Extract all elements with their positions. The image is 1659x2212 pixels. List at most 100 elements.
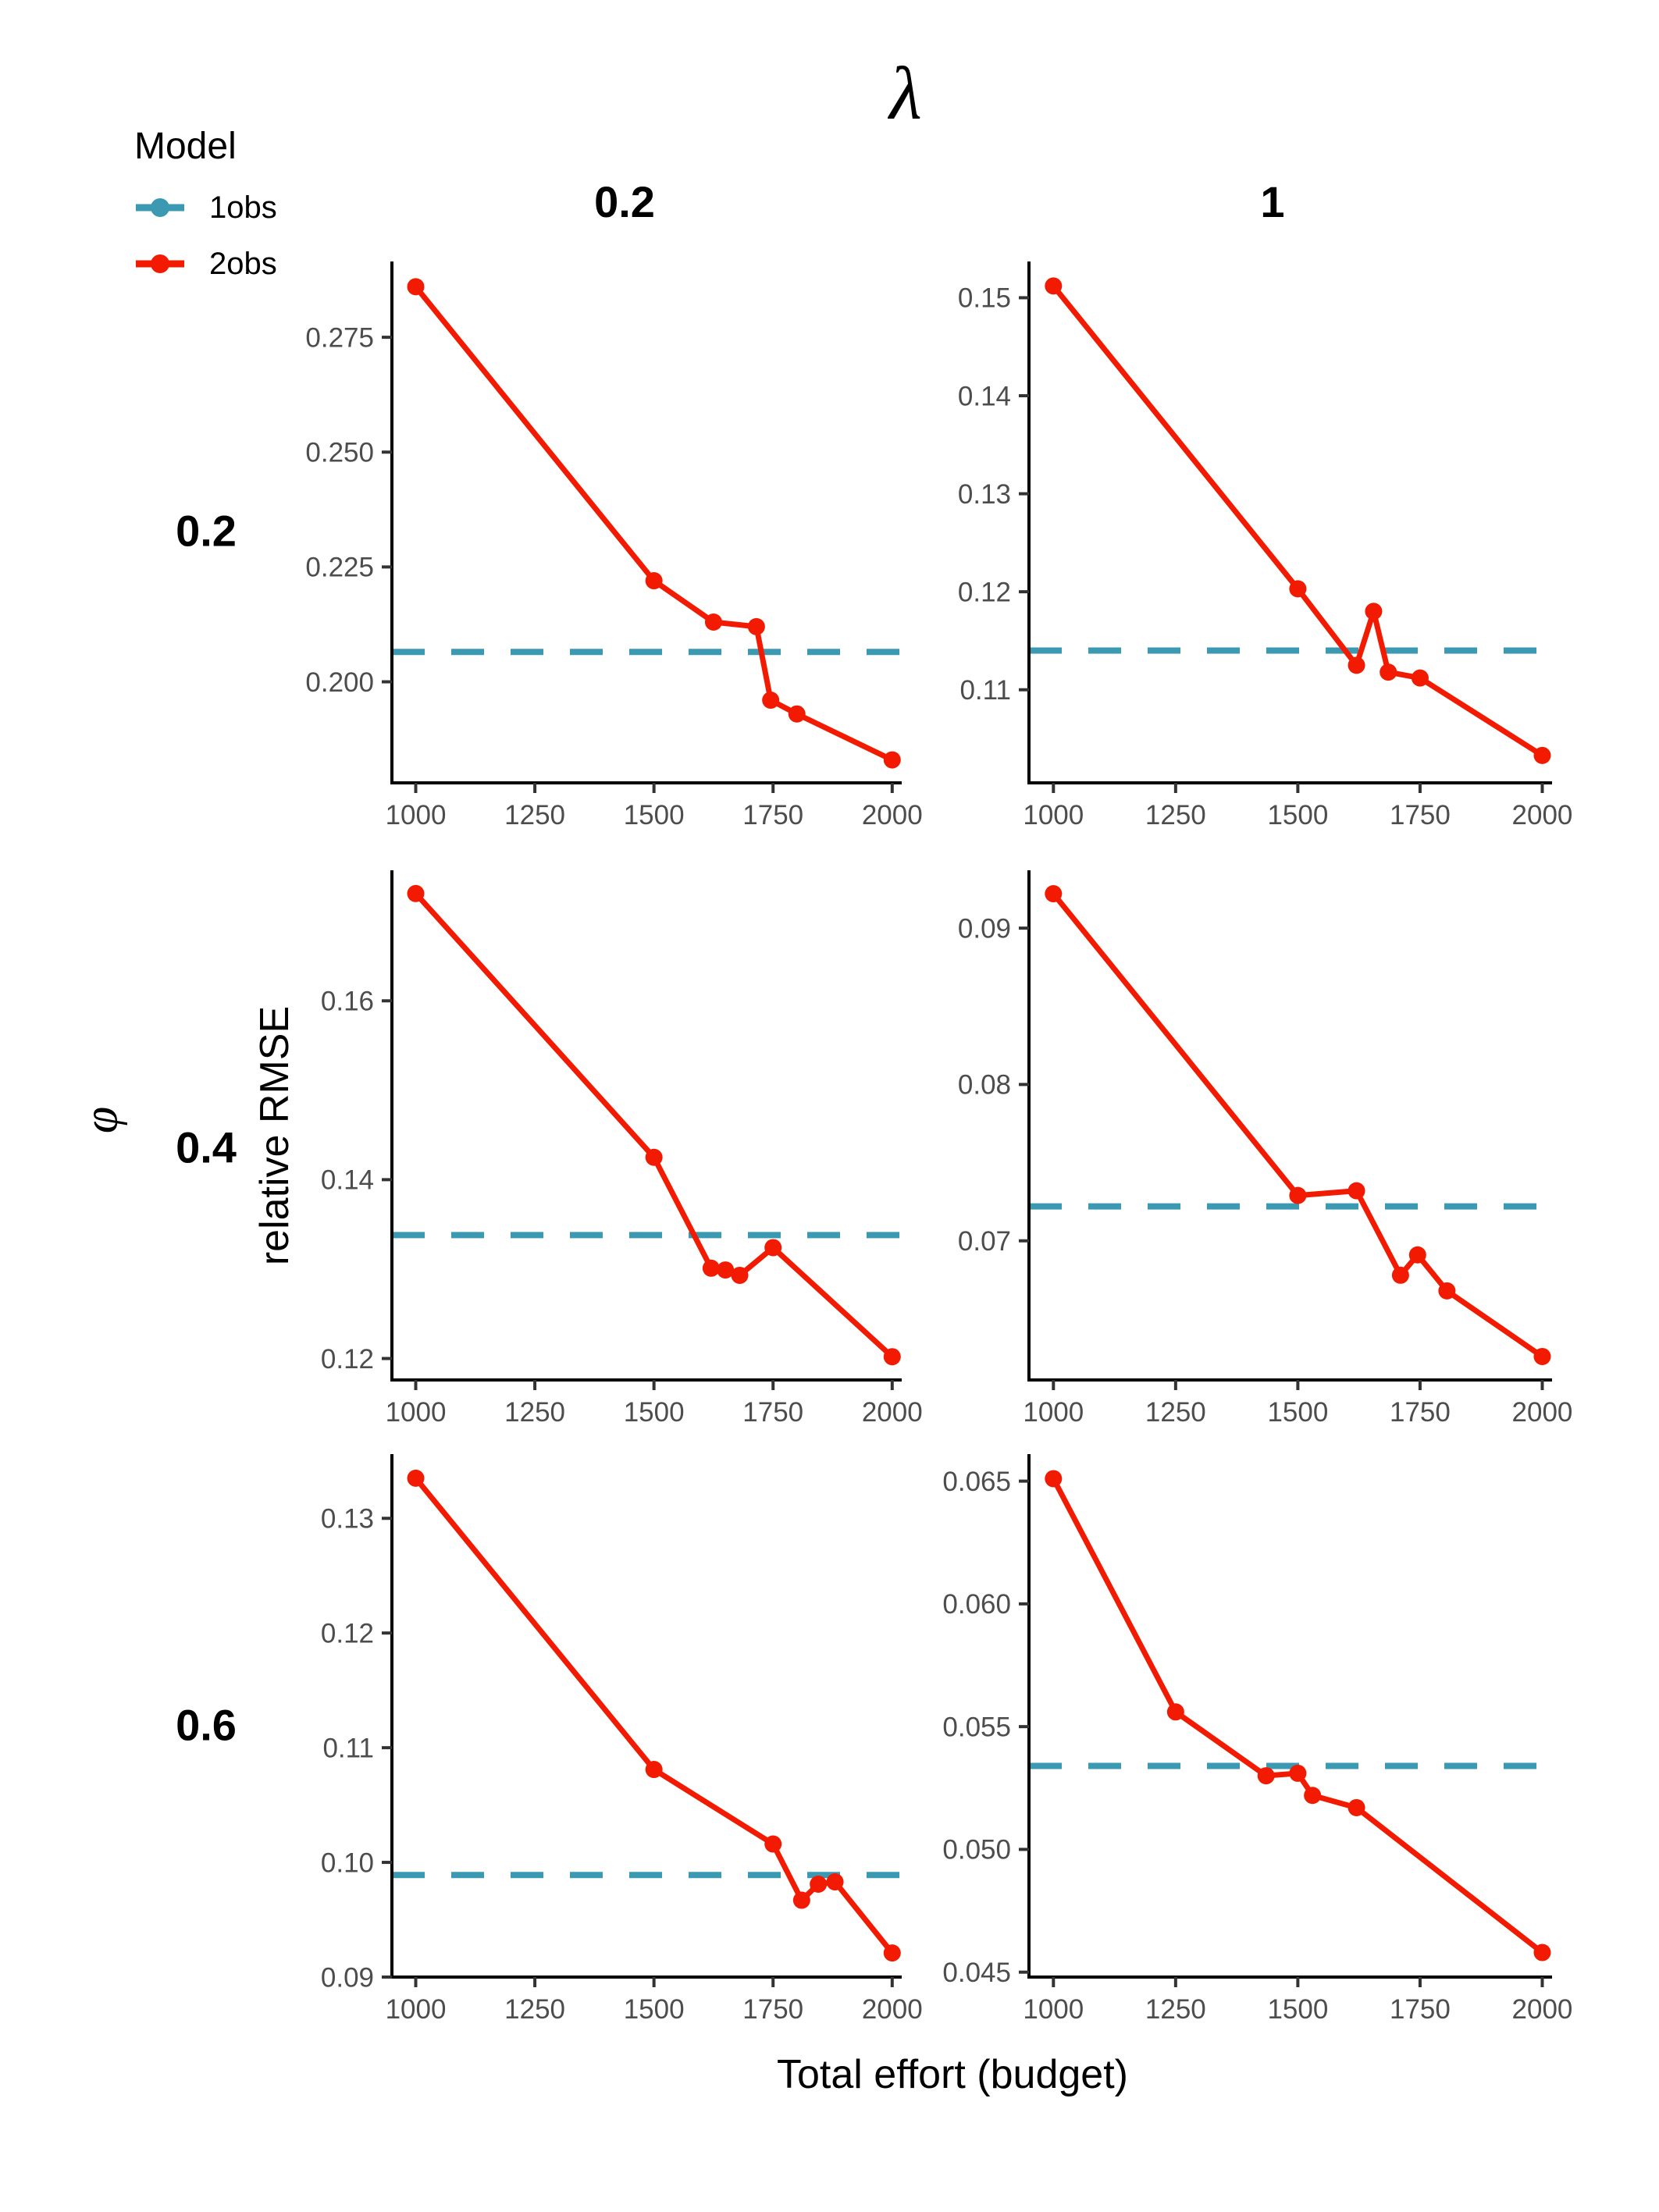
facet-row-label-2: 0.6 <box>176 1700 237 1750</box>
series-2obs-point <box>704 613 722 631</box>
series-2obs-point <box>645 1148 663 1166</box>
series-2obs-point <box>764 1239 782 1257</box>
x-tick-label: 1750 <box>1390 1397 1451 1428</box>
y-tick-label: 0.09 <box>958 913 1011 944</box>
x-tick-label: 2000 <box>862 800 923 830</box>
series-2obs-point <box>645 572 663 590</box>
facet-row-label-0: 0.2 <box>176 506 237 556</box>
series-2obs-point <box>764 1835 782 1853</box>
y-tick-label: 0.045 <box>942 1958 1011 1988</box>
series-2obs-point <box>1365 603 1383 621</box>
x-tick-label: 1750 <box>742 800 803 830</box>
series-2obs-point <box>1408 1246 1426 1264</box>
x-tick-label: 1000 <box>386 1397 447 1428</box>
x-tick-label: 1250 <box>1145 800 1206 830</box>
x-tick-label: 2000 <box>1512 800 1573 830</box>
x-tick-label: 2000 <box>1512 1397 1573 1428</box>
x-tick-label: 1000 <box>1023 800 1084 830</box>
series-2obs-point <box>1257 1767 1275 1785</box>
x-tick-label: 1750 <box>742 1994 803 2025</box>
x-tick-label: 1250 <box>504 800 565 830</box>
x-tick-label: 1750 <box>742 1397 803 1428</box>
x-tick-label: 1500 <box>1267 1994 1328 2025</box>
panel-phi-0.6-lambda-0.2: 1000 1250 1500 1750 2000 0.09 0.10 0.11 0.12 0.13 <box>321 1454 923 2025</box>
y-tick-label: 0.12 <box>321 1344 374 1374</box>
y-tick-label: 0.275 <box>305 322 374 353</box>
y-tick-label: 0.07 <box>958 1226 1011 1257</box>
series-2obs-line <box>1050 1475 1545 1956</box>
x-tick-label: 1000 <box>386 1994 447 2025</box>
x-tick-label: 1750 <box>1390 800 1451 830</box>
series-2obs-point <box>1347 1182 1365 1200</box>
y-tick-label: 0.11 <box>322 1733 374 1763</box>
y-tick-label: 0.15 <box>958 283 1011 314</box>
series-2obs-point <box>1347 1798 1365 1816</box>
series-2obs-point <box>1289 1186 1307 1204</box>
facet-column-label-1: 1 <box>1260 177 1285 226</box>
y-tick-label: 0.065 <box>942 1467 1011 1497</box>
series-2obs-point <box>1289 580 1307 598</box>
panel-phi-0.2-lambda-0.2: 1000 1250 1500 1750 2000 0.200 0.225 0.250 0.275 <box>305 261 923 830</box>
series-2obs-point <box>762 692 780 709</box>
y-tick-label: 0.09 <box>321 1962 374 1993</box>
legend-item-1obs: 1obs <box>134 190 277 226</box>
series-2obs-point <box>792 1891 810 1909</box>
series-2obs-point <box>1166 1703 1184 1721</box>
legend-item-2obs: 2obs <box>134 246 277 282</box>
x-tick-label: 2000 <box>862 1397 923 1428</box>
x-tick-label: 1500 <box>1267 800 1328 830</box>
series-2obs-point <box>747 617 765 635</box>
y-tick-label: 0.14 <box>958 381 1011 411</box>
series-2obs-point <box>1533 746 1551 764</box>
series-2obs-point <box>788 705 806 723</box>
y-tick-label: 0.11 <box>959 675 1011 706</box>
facet-row-variable-title: φ <box>74 1106 128 1134</box>
series-2obs-point <box>1391 1266 1409 1284</box>
y-tick-label: 0.08 <box>958 1070 1011 1101</box>
x-tick-label: 1250 <box>504 1994 565 2025</box>
series-2obs-point <box>883 1348 901 1366</box>
x-tick-label: 1500 <box>624 1994 685 2025</box>
x-axis-title: Total effort (budget) <box>777 2052 1128 2097</box>
panel-phi-0.4-lambda-1: 1000 1250 1500 1750 2000 0.07 0.08 0.09 <box>958 870 1573 1428</box>
series-2obs-point <box>1380 663 1397 681</box>
legend-key-2obs-line-dot-icon <box>136 254 184 273</box>
series-2obs-point <box>1438 1282 1456 1300</box>
series-2obs-point <box>1347 656 1365 674</box>
series-2obs-point <box>1045 1470 1063 1488</box>
y-tick-label: 0.14 <box>321 1165 374 1196</box>
legend: Model 1obs 2obs <box>134 125 277 282</box>
y-tick-label: 0.13 <box>321 1504 374 1535</box>
series-2obs-point <box>731 1266 749 1284</box>
x-tick-label: 1000 <box>386 800 447 830</box>
facet-column-label-0: 0.2 <box>594 177 655 226</box>
facet-column-variable-title: λ <box>889 52 922 135</box>
series-2obs-point <box>1045 277 1063 295</box>
series-2obs-point <box>407 278 425 296</box>
series-2obs-point <box>1289 1764 1307 1782</box>
x-tick-label: 2000 <box>862 1994 923 2025</box>
series-2obs-point <box>1045 885 1063 903</box>
series-2obs-point <box>810 1875 828 1893</box>
series-2obs-point <box>826 1873 844 1891</box>
facet-row-label-1: 0.4 <box>176 1122 237 1172</box>
panel-phi-0.4-lambda-0.2: 1000 1250 1500 1750 2000 0.12 0.14 0.16 <box>321 870 923 1428</box>
y-axis-title: relative RMSE <box>252 1005 297 1266</box>
y-tick-label: 0.200 <box>305 667 374 698</box>
y-tick-label: 0.16 <box>321 987 374 1017</box>
legend-item-label-2obs: 2obs <box>209 246 277 281</box>
series-2obs-point <box>883 751 901 769</box>
legend-title: Model <box>134 126 237 167</box>
y-tick-label: 0.12 <box>321 1618 374 1648</box>
x-tick-label: 1750 <box>1390 1994 1451 2025</box>
series-2obs-line <box>1050 283 1545 759</box>
y-tick-label: 0.250 <box>305 437 374 468</box>
x-tick-label: 1500 <box>624 800 685 830</box>
y-tick-label: 0.13 <box>958 479 1011 510</box>
y-tick-label: 0.225 <box>305 553 374 583</box>
x-tick-label: 1000 <box>1023 1397 1084 1428</box>
series-2obs-line <box>1050 891 1545 1360</box>
series-2obs-line <box>413 891 895 1360</box>
